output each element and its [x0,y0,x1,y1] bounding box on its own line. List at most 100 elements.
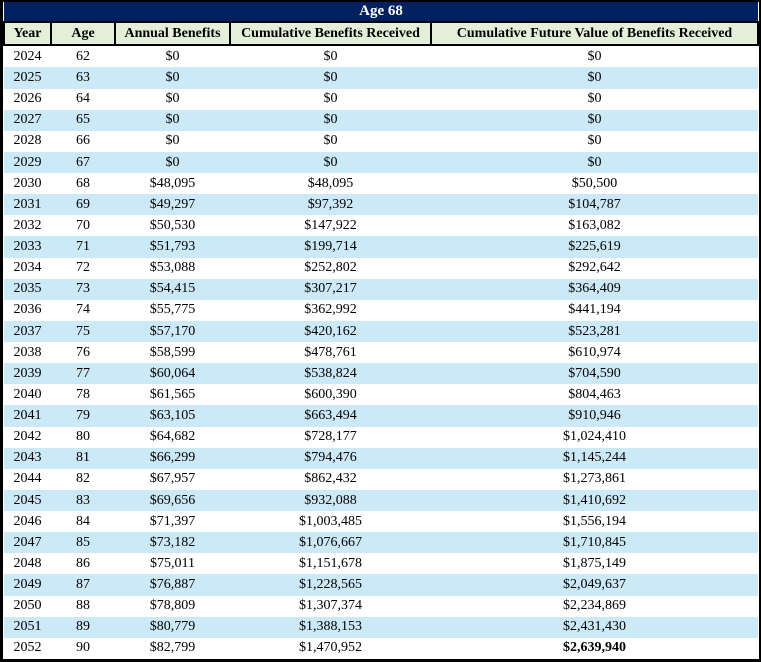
column-header-annual-benefits: Annual Benefits [114,21,231,46]
cell-annual-benefits: $0 [165,48,180,64]
cell-annual-benefits: $0 [165,91,180,107]
cell-year: 2025 [13,70,42,85]
cell-cumulative-future-value: $0 [587,48,602,64]
table-row: 2049 87 $76,887 $1,228,565 $2,049,637 [4,574,758,596]
cell-annual-benefits: $61,565 [149,386,196,402]
cell-cumulative-benefits-received: $478,761 [304,344,357,360]
cell-annual-benefits: $54,415 [149,281,196,297]
cell-cumulative-benefits-received: $728,177 [304,429,357,445]
cell-year: 2043 [13,450,42,466]
cell-year: 2046 [13,513,42,529]
cell-age: 81 [76,450,90,466]
cell-year: 2042 [13,429,42,445]
cell-age: 76 [76,344,90,360]
cell-cumulative-benefits-received: $1,228,565 [299,577,362,592]
cell-annual-benefits: $57,170 [149,323,196,339]
cell-annual-benefits: $0 [165,70,180,85]
cell-annual-benefits: $69,656 [149,492,196,508]
table-row: 2030 68 $48,095 $48,095 $50,500 [4,173,758,195]
cell-cumulative-benefits-received: $252,802 [304,260,357,276]
cell-year: 2049 [13,577,42,592]
cell-age: 90 [76,640,90,656]
table-row: 2036 74 $55,775 $362,992 $441,194 [4,299,758,321]
cell-year: 2050 [13,598,42,614]
cell-year: 2045 [13,492,42,508]
cell-year: 2051 [13,619,42,635]
cell-cumulative-benefits-received: $0 [323,112,338,128]
table-row: 2024 62 $0 $0 $0 [4,45,758,68]
cell-annual-benefits: $58,599 [149,344,196,360]
benefits-table-body: 2024 62 $0 $0 $0 2025 63 $0 $0 $0 2026 64 $0 $0 $0 2027… [4,45,758,659]
cell-annual-benefits: $64,682 [149,429,196,445]
table-title-row: Age 68 [4,2,758,23]
cell-cumulative-future-value: $2,639,940 [563,640,626,656]
table-title: Age 68 [4,2,758,23]
cell-cumulative-future-value: $292,642 [568,260,621,276]
cell-cumulative-future-value: $1,024,410 [563,429,626,445]
cell-age: 63 [76,70,90,85]
cell-cumulative-future-value: $0 [587,91,602,107]
cell-year: 2031 [13,196,42,212]
cell-age: 87 [76,577,90,592]
cell-age: 88 [76,598,90,614]
cell-annual-benefits: $50,530 [149,217,196,233]
table-row: 2029 67 $0 $0 $0 [4,151,758,174]
cell-year: 2040 [13,386,42,402]
cell-cumulative-benefits-received: $0 [323,133,338,149]
cell-cumulative-benefits-received: $1,470,952 [299,640,362,656]
table-row: 2026 64 $0 $0 $0 [4,88,758,110]
cell-annual-benefits: $66,299 [149,450,196,466]
cell-age: 86 [76,555,90,571]
cell-cumulative-benefits-received: $420,162 [304,323,357,339]
cell-annual-benefits: $60,064 [149,365,196,381]
cell-annual-benefits: $53,088 [149,260,196,276]
table-row: 2039 77 $60,064 $538,824 $704,590 [4,363,758,385]
cell-year: 2037 [13,323,42,339]
cell-age: 62 [76,48,90,64]
cell-annual-benefits: $49,297 [149,196,196,212]
cell-year: 2034 [13,260,42,276]
column-header-age: Age [50,21,116,46]
cell-cumulative-benefits-received: $663,494 [304,408,357,423]
table-row: 2050 88 $78,809 $1,307,374 $2,234,869 [4,595,758,617]
table-row: 2037 75 $57,170 $420,162 $523,281 [4,320,758,343]
cell-year: 2029 [13,154,42,170]
cell-cumulative-future-value: $1,875,149 [563,555,626,571]
cell-cumulative-future-value: $2,049,637 [563,577,626,592]
cell-year: 2039 [13,365,42,381]
benefits-table: Age 68 Year Age Annual Benefits Cumulati… [3,2,759,659]
cell-cumulative-future-value: $441,194 [568,302,621,318]
cell-annual-benefits: $78,809 [149,598,196,614]
cell-annual-benefits: $0 [165,154,180,170]
cell-year: 2033 [13,239,42,254]
cell-age: 72 [76,260,90,276]
cell-cumulative-benefits-received: $48,095 [307,175,354,191]
cell-age: 78 [76,386,90,402]
cell-cumulative-benefits-received: $0 [323,154,338,170]
cell-annual-benefits: $76,887 [149,577,196,592]
cell-annual-benefits: $67,957 [149,471,196,487]
column-header-year: Year [3,21,52,46]
cell-year: 2030 [13,175,42,191]
table-row: 2041 79 $63,105 $663,494 $910,946 [4,405,758,427]
cell-cumulative-benefits-received: $1,003,485 [299,513,362,529]
table-row: 2034 72 $53,088 $252,802 $292,642 [4,257,758,279]
cell-age: 89 [76,619,90,635]
cell-cumulative-benefits-received: $538,824 [304,365,357,381]
cell-cumulative-future-value: $1,273,861 [563,471,626,487]
cell-cumulative-benefits-received: $862,432 [304,471,357,487]
cell-age: 65 [76,112,90,128]
cell-year: 2032 [13,217,42,233]
column-header-cumulative-benefits-received: Cumulative Benefits Received [229,21,432,46]
cell-year: 2044 [13,471,42,487]
cell-age: 82 [76,471,90,487]
table-row: 2043 81 $66,299 $794,476 $1,145,244 [4,447,758,469]
cell-age: 83 [76,492,90,508]
cell-age: 84 [76,513,90,529]
cell-cumulative-future-value: $1,710,845 [563,534,626,550]
table-row: 2027 65 $0 $0 $0 [4,109,758,131]
cell-cumulative-future-value: $704,590 [568,365,621,381]
cell-age: 64 [76,91,90,107]
column-header-row: Year Age Annual Benefits Cumulative Bene… [3,21,759,46]
